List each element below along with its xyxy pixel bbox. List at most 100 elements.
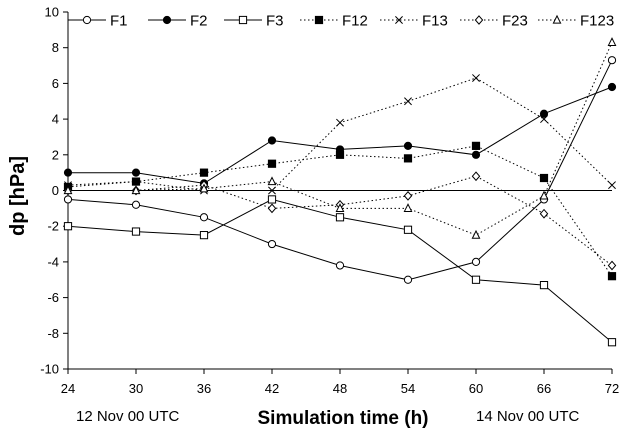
data-point-f123 — [63, 185, 73, 195]
legend-marker — [82, 15, 92, 25]
x-tick-label: 36 — [197, 381, 211, 396]
data-point-f123 — [131, 185, 141, 195]
x-tick-label: 72 — [605, 381, 619, 396]
legend-label: F12 — [342, 13, 368, 30]
series-f13 — [64, 74, 616, 195]
y-tick-label: -6 — [47, 290, 59, 305]
series-f3 — [63, 195, 617, 347]
data-point-f1 — [607, 56, 617, 65]
y-tick-label: -2 — [47, 219, 59, 234]
annotation-left: 12 Nov 00 UTC — [76, 408, 180, 425]
data-point-f2 — [471, 150, 481, 159]
y-axis-title: dp [hPa] — [7, 156, 29, 236]
x-tick-label: 24 — [61, 381, 75, 396]
data-point-f13 — [404, 97, 412, 106]
legend-item-f13: F13 — [380, 13, 448, 30]
legend-label: F23 — [502, 13, 528, 30]
legend-item-f3: F3 — [224, 13, 284, 30]
data-point-f3 — [199, 231, 209, 240]
series-f123 — [63, 37, 617, 239]
data-point-f3 — [607, 338, 617, 347]
data-point-f3 — [539, 281, 549, 290]
y-tick-label: 10 — [45, 5, 59, 20]
data-point-f123 — [199, 183, 209, 193]
data-point-f23 — [607, 260, 617, 271]
legend-item-f12: F12 — [300, 13, 368, 30]
data-point-f12 — [539, 173, 549, 183]
legend-item-f123: F123 — [538, 13, 614, 30]
data-point-f123 — [539, 190, 549, 200]
data-point-f12 — [471, 141, 481, 150]
data-point-f13 — [472, 74, 480, 82]
y-tick-label: -4 — [47, 254, 59, 269]
data-point-f2 — [131, 168, 141, 177]
data-point-f123 — [335, 203, 345, 212]
data-point-f13 — [336, 118, 344, 127]
data-point-f2 — [403, 141, 413, 150]
data-point-f1 — [471, 257, 481, 266]
legend-item-f23: F23 — [460, 13, 528, 30]
legend-item-f2: F2 — [148, 13, 208, 30]
data-point-f23 — [267, 203, 277, 214]
data-point-f12 — [267, 159, 277, 168]
x-tick-label: 66 — [537, 381, 551, 396]
data-point-f13 — [64, 181, 72, 190]
data-point-f2 — [267, 136, 277, 145]
data-point-f1 — [199, 213, 209, 222]
data-point-f1 — [131, 200, 141, 209]
data-point-f3 — [267, 195, 277, 204]
data-point-f23 — [539, 208, 549, 219]
legend-marker — [162, 15, 172, 25]
legend-label: F1 — [110, 13, 128, 30]
legend-label: F13 — [422, 13, 448, 30]
legend-label: F2 — [190, 13, 208, 30]
data-point-f13 — [540, 115, 548, 124]
data-point-f23 — [403, 190, 413, 201]
annotation-right: 14 Nov 00 UTC — [476, 408, 580, 425]
data-point-f23 — [471, 171, 481, 182]
data-point-f13 — [268, 186, 276, 195]
data-point-f12 — [335, 150, 345, 159]
legend-marker — [552, 14, 562, 24]
data-point-f1 — [267, 239, 277, 249]
series-line-f1 — [67, 59, 613, 281]
y-tick-label: -8 — [47, 326, 59, 341]
legend-marker — [395, 16, 403, 24]
data-point-f3 — [131, 227, 141, 236]
legend-label: F123 — [580, 13, 614, 30]
series-f2 — [63, 82, 617, 188]
data-point-f2 — [607, 82, 617, 92]
data-point-f3 — [403, 225, 413, 234]
data-point-f12 — [607, 272, 617, 281]
data-point-f1 — [63, 195, 73, 204]
data-point-f123 — [471, 229, 481, 239]
y-tick-label: 2 — [52, 147, 59, 162]
data-point-f123 — [403, 203, 413, 212]
data-point-f2 — [63, 168, 73, 177]
series-layer — [63, 37, 617, 347]
data-point-f1 — [335, 261, 345, 270]
data-point-f13 — [132, 177, 140, 186]
series-line-f12 — [67, 145, 613, 277]
legend-label: F3 — [266, 13, 284, 30]
legend-marker — [314, 15, 324, 25]
y-tick-label: 8 — [52, 40, 59, 55]
legend: F1 F2 F3 F12 F13 F23 F123 — [68, 13, 614, 30]
x-tick-label: 30 — [129, 381, 143, 396]
data-point-f12 — [403, 154, 413, 163]
y-tick-label: 4 — [52, 112, 59, 127]
data-point-f12 — [199, 168, 209, 177]
x-tick-label: 60 — [469, 381, 483, 396]
data-point-f3 — [63, 222, 73, 231]
data-point-f123 — [607, 37, 617, 46]
data-point-f3 — [335, 213, 345, 222]
data-point-f13 — [608, 181, 616, 190]
legend-marker — [238, 15, 248, 25]
data-point-f3 — [471, 275, 481, 284]
legend-marker — [474, 15, 484, 25]
x-axis-title: Simulation time (h) — [258, 408, 429, 429]
y-tick-label: 6 — [52, 76, 59, 91]
x-tick-label: 48 — [333, 381, 347, 396]
